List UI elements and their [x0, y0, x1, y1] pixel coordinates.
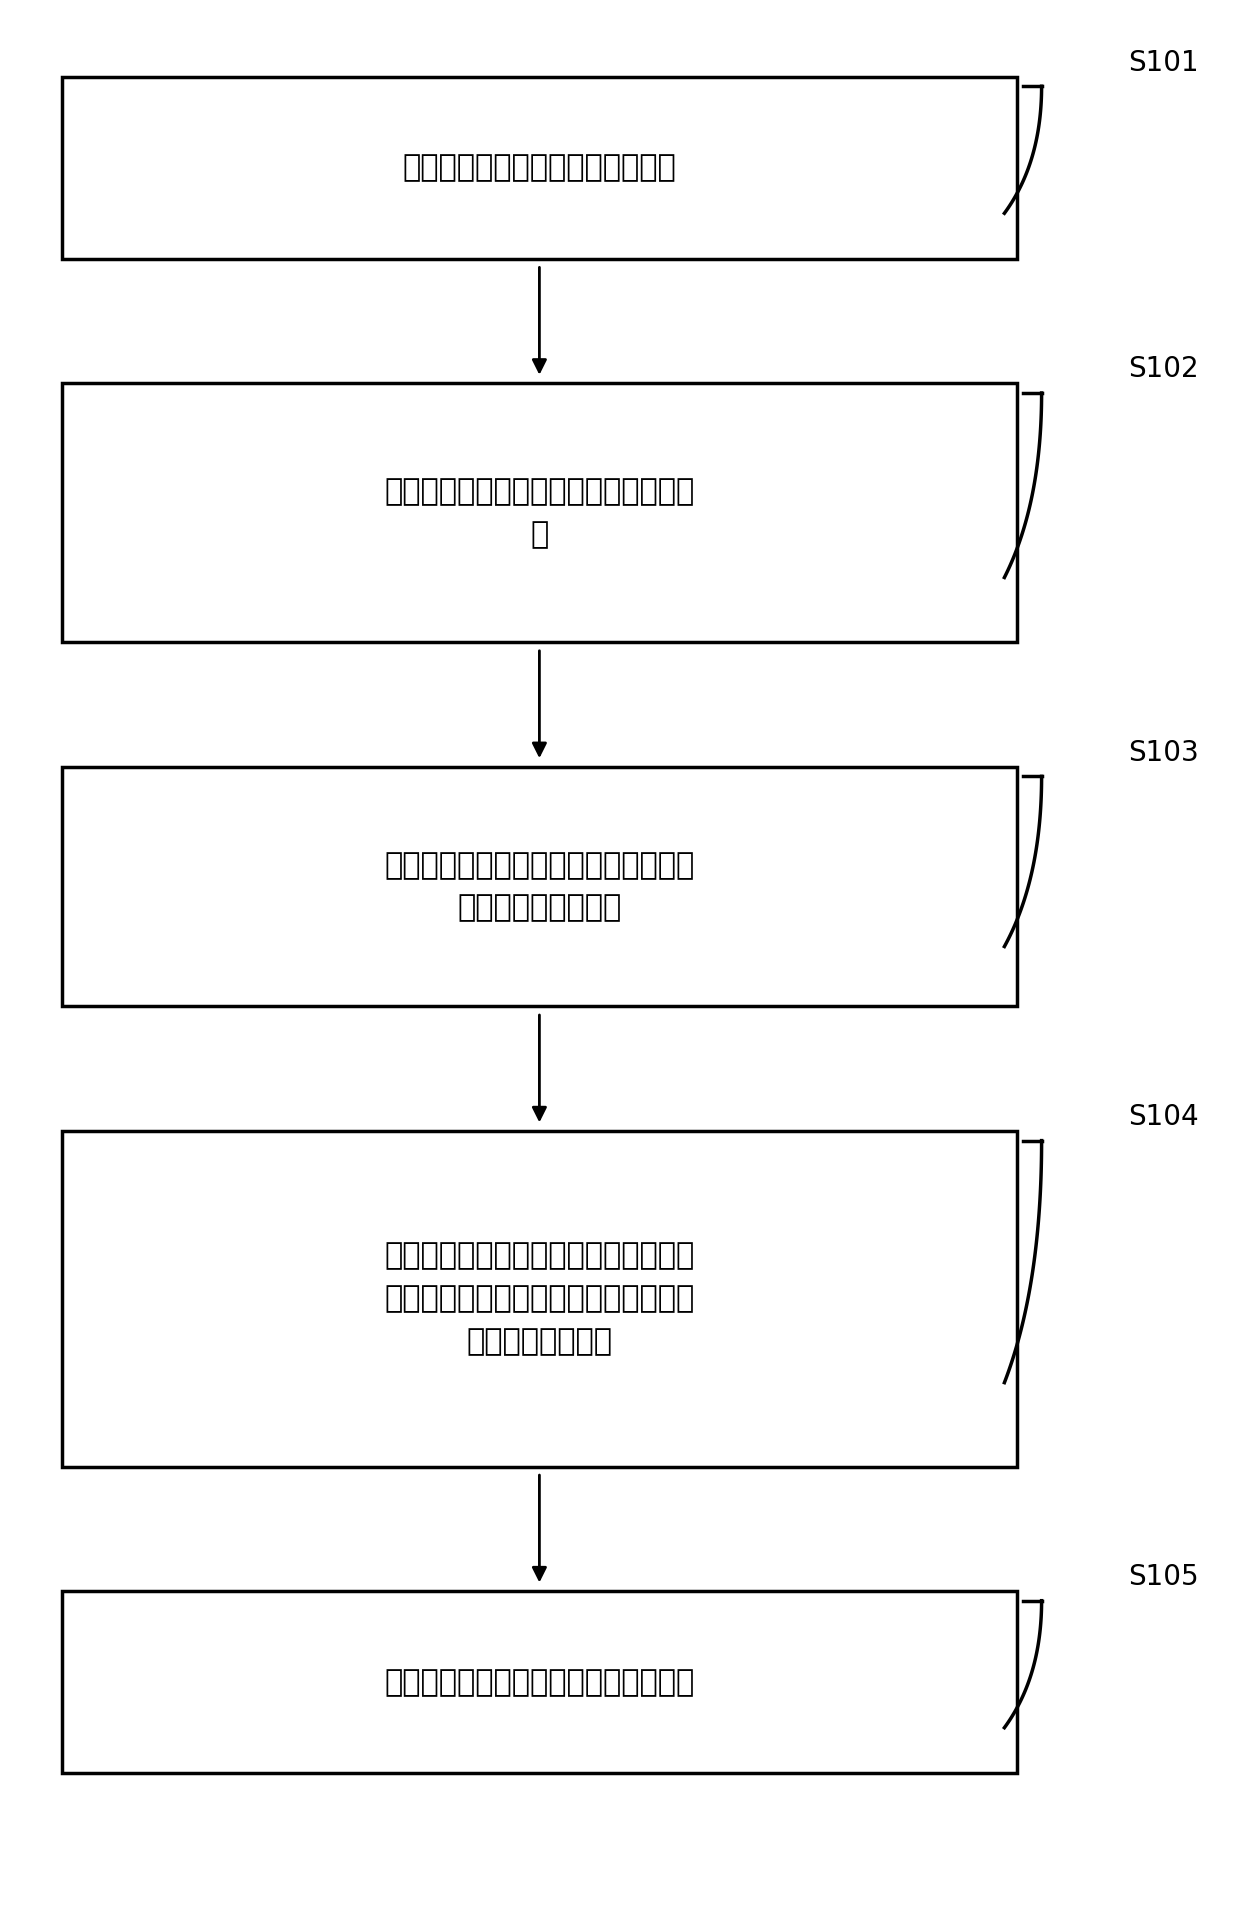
Text: 如果判断运行控制参数与待处理的载荷
文件的属性参数匹配，则根据运行控制
参数提取载荷数据: 如果判断运行控制参数与待处理的载荷 文件的属性参数匹配，则根据运行控制 参数提取… [384, 1242, 694, 1355]
Text: S101: S101 [1128, 48, 1199, 77]
Bar [62, 1591, 1017, 1773]
Bar [62, 1131, 1017, 1467]
Bar [62, 767, 1017, 1006]
Text: S102: S102 [1128, 355, 1199, 383]
Text: 设置运行控制参数和输出控制参数: 设置运行控制参数和输出控制参数 [403, 153, 676, 182]
Bar [62, 383, 1017, 642]
Text: S105: S105 [1128, 1562, 1199, 1591]
Text: 根据运行控制参数导入待处理的载荷文
件: 根据运行控制参数导入待处理的载荷文 件 [384, 477, 694, 548]
Bar [62, 77, 1017, 259]
Text: 将提取的载荷数据进行处理并进行导出: 将提取的载荷数据进行处理并进行导出 [384, 1668, 694, 1697]
Text: 判断运行控制参数是否与待处理的载荷
文件的属性参数匹配: 判断运行控制参数是否与待处理的载荷 文件的属性参数匹配 [384, 851, 694, 922]
Text: S103: S103 [1128, 738, 1199, 767]
Text: S104: S104 [1128, 1102, 1199, 1131]
